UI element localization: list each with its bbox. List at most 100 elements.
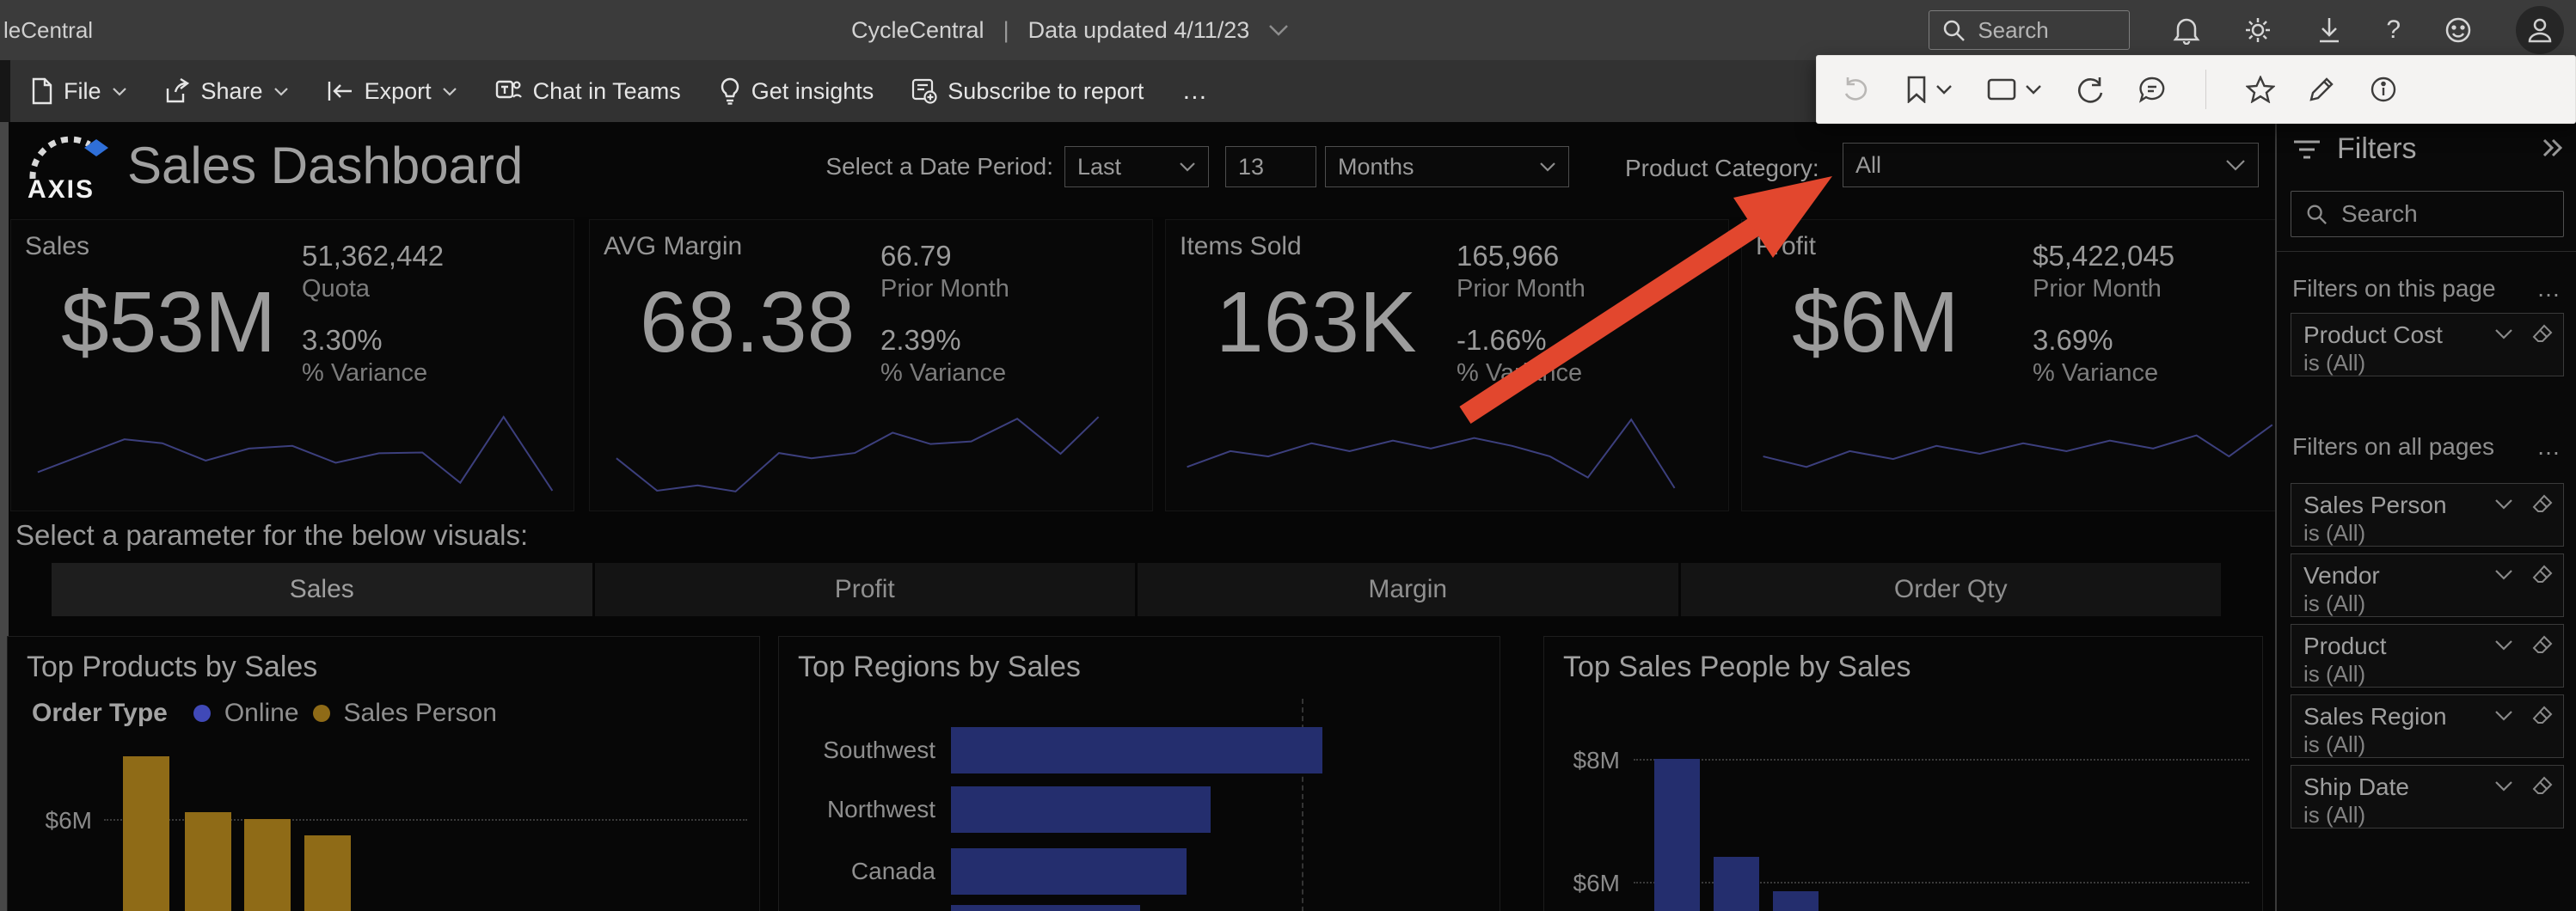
parameter-button[interactable]: Margin — [1138, 563, 1678, 616]
filter-card[interactable]: Product is (All) — [2291, 624, 2564, 688]
chart-top-regions: Top Regions by Sales Southwest Northwest C… — [778, 636, 1500, 911]
period-value-input[interactable] — [1226, 147, 1316, 186]
kpi-variance-value: 2.39% — [880, 324, 961, 356]
salesperson-bar[interactable] — [1714, 857, 1759, 911]
period-type-dropdown[interactable]: Last — [1064, 146, 1209, 187]
download-icon[interactable] — [2315, 15, 2343, 45]
filter-card[interactable]: Ship Date is (All) — [2291, 765, 2564, 828]
kpi-value: 68.38 — [640, 274, 856, 370]
eraser-icon[interactable] — [2532, 706, 2553, 725]
data-updated-label[interactable]: Data updated 4/11/23 — [1027, 16, 1250, 43]
filter-field: Product — [2303, 633, 2387, 659]
kpi-variance-label: % Variance — [880, 359, 1007, 387]
parameter-button[interactable]: Order Qty — [1680, 563, 2221, 616]
eraser-icon[interactable] — [2532, 494, 2553, 513]
help-icon[interactable]: ? — [2386, 15, 2401, 44]
favorite-star-icon[interactable] — [2246, 76, 2275, 103]
legend-title: Order Type — [32, 699, 168, 727]
region-bar[interactable] — [951, 905, 1140, 911]
file-menu[interactable]: File — [31, 77, 127, 105]
window-titlebar: leCentral CycleCentral | Data updated 4/… — [0, 0, 2576, 60]
share-icon — [165, 78, 191, 104]
logo-text: AXIS — [28, 175, 95, 204]
section-more-button[interactable]: … — [2536, 275, 2562, 302]
chart-legend: Order Type Online Sales Person — [32, 699, 497, 728]
view-rectangle-icon — [1987, 78, 2016, 101]
filters-search-box[interactable] — [2291, 191, 2564, 237]
filter-card[interactable]: Product Cost is (All) — [2291, 313, 2564, 376]
account-avatar[interactable] — [2516, 6, 2564, 54]
comments-icon[interactable] — [2138, 76, 2166, 103]
window-edge-top — [0, 60, 10, 122]
region-row: Northwest — [779, 786, 1500, 833]
period-value-input-box[interactable] — [1225, 146, 1316, 187]
filter-card[interactable]: Vendor is (All) — [2291, 553, 2564, 617]
chevron-down-icon[interactable] — [2494, 565, 2513, 584]
chat-in-teams-button[interactable]: Chat in Teams — [495, 78, 681, 105]
section-label: Filters on all pages — [2292, 433, 2495, 460]
salesperson-bar[interactable] — [1773, 891, 1819, 911]
subscribe-button[interactable]: Subscribe to report — [911, 78, 1144, 105]
collapse-pane-icon[interactable] — [2542, 138, 2564, 158]
period-unit-dropdown[interactable]: Months — [1325, 146, 1569, 187]
refresh-icon[interactable] — [2076, 76, 2104, 103]
parameter-button-label: Margin — [1368, 575, 1448, 603]
filter-condition: is (All) — [2303, 590, 2366, 616]
product-bar[interactable] — [304, 835, 351, 911]
chevron-down-icon[interactable] — [1268, 24, 1289, 36]
product-bar[interactable] — [185, 812, 231, 911]
product-category-dropdown[interactable]: All — [1843, 143, 2259, 187]
date-period-label: Select a Date Period: — [825, 153, 1053, 180]
region-bar[interactable] — [951, 727, 1322, 773]
chevron-down-icon[interactable] — [2494, 494, 2513, 513]
region-bar[interactable] — [951, 786, 1211, 833]
edit-pencil-icon[interactable] — [2309, 76, 2335, 103]
get-insights-button[interactable]: Get insights — [719, 77, 874, 105]
feedback-smiley-icon[interactable] — [2444, 15, 2473, 45]
product-bar[interactable] — [123, 756, 169, 911]
global-search-box[interactable] — [1929, 10, 2131, 50]
info-icon[interactable] — [2370, 76, 2397, 103]
eraser-icon[interactable] — [2532, 324, 2553, 343]
filter-card[interactable]: Sales Region is (All) — [2291, 694, 2564, 758]
kpi-variance-label: % Variance — [2033, 359, 2159, 387]
kpi-card-profit: Profit $6M $5,422,045 Prior Month 3.69% … — [1741, 219, 2305, 511]
chevron-down-icon[interactable] — [2494, 706, 2513, 725]
region-bar[interactable] — [951, 848, 1187, 895]
eraser-icon[interactable] — [2532, 565, 2553, 584]
chart-top-products: Top Products by Sales Order Type Online … — [7, 636, 760, 911]
legend-label[interactable]: Sales Person — [343, 699, 497, 727]
parameter-button[interactable]: Profit — [594, 563, 1135, 616]
more-options-button[interactable]: … — [1181, 76, 1210, 106]
legend-label[interactable]: Online — [224, 699, 299, 727]
region-category-label: Southwest — [823, 737, 935, 763]
export-menu[interactable]: Export — [327, 78, 457, 105]
chevron-down-icon[interactable] — [2494, 776, 2513, 795]
filters-search-input[interactable] — [2341, 200, 2530, 228]
export-label: Export — [364, 77, 432, 104]
eraser-icon[interactable] — [2532, 635, 2553, 654]
window-edge — [0, 122, 9, 911]
section-more-button[interactable]: … — [2536, 433, 2562, 460]
eraser-icon[interactable] — [2532, 776, 2553, 795]
bookmark-icon — [1906, 76, 1927, 103]
chevron-down-icon[interactable] — [2494, 324, 2513, 343]
legend-dot-online — [193, 705, 211, 722]
view-mode-button[interactable] — [1987, 78, 2042, 101]
share-menu[interactable]: Share — [165, 78, 289, 105]
chevron-down-icon[interactable] — [2494, 635, 2513, 654]
filters-pane: Filters Filters on this page … Product C… — [2275, 122, 2576, 911]
kpi-secondary-value: 51,362,442 — [302, 240, 445, 272]
kpi-secondary-value: 165,966 — [1457, 240, 1560, 272]
notifications-icon[interactable] — [2173, 15, 2200, 45]
salesperson-bar[interactable] — [1654, 759, 1700, 911]
product-bar[interactable] — [244, 819, 291, 911]
filter-card[interactable]: Sales Person is (All) — [2291, 483, 2564, 547]
parameter-button[interactable]: Sales — [52, 563, 592, 616]
search-input[interactable] — [1978, 16, 2107, 44]
settings-gear-icon[interactable] — [2243, 15, 2272, 45]
legend-dot-salesperson — [312, 705, 330, 722]
filter-field: Vendor — [2303, 562, 2380, 589]
parameter-button-label: Sales — [289, 575, 354, 603]
bookmarks-button[interactable] — [1906, 76, 1953, 103]
